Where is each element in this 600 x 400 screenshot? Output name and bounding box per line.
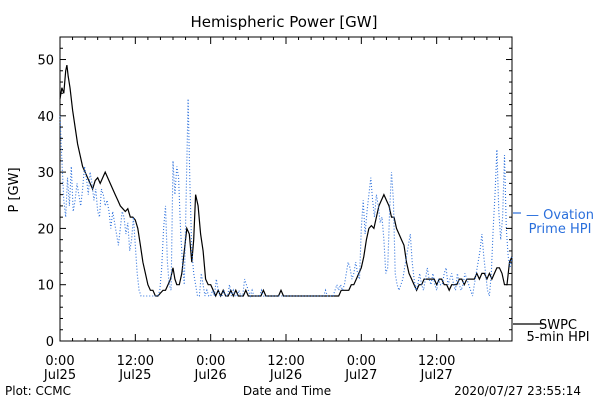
- x-tick-label-time: 0:00: [45, 354, 74, 369]
- footer-right: 2020/07/27 23:55:14: [454, 384, 581, 398]
- x-tick-label-time: 12:00: [418, 354, 455, 369]
- legend-label-ovation: Prime HPI: [529, 222, 592, 237]
- footer-left: Plot: CCMC: [5, 384, 71, 398]
- legend-label-ovation: — Ovation: [526, 208, 594, 223]
- y-tick-label: 40: [37, 110, 54, 125]
- series-layer: [59, 64, 513, 298]
- chart-title: Hemispheric Power [GW]: [191, 13, 378, 31]
- x-axis-label: Date and Time: [243, 384, 331, 398]
- x-tick-label-time: 0:00: [347, 354, 376, 369]
- x-tick-label-time: 12:00: [267, 354, 304, 369]
- x-tick-label-time: 12:00: [117, 354, 154, 369]
- y-axis: 0 10 20 30 40 50: [37, 36, 512, 350]
- y-tick-label: 20: [37, 222, 54, 237]
- x-tick-label-time: 0:00: [196, 354, 225, 369]
- x-tick-label-date: Jul27: [420, 368, 453, 383]
- y-tick-label: 50: [37, 54, 54, 69]
- y-tick-label: 0: [46, 335, 54, 350]
- series-line-swpc: [59, 64, 513, 298]
- y-axis-label: P [GW]: [7, 167, 22, 212]
- legend-label-swpc: SWPC: [539, 318, 577, 333]
- legend-label-swpc: 5-min HPI: [526, 330, 589, 345]
- y-tick-label: 10: [37, 279, 54, 294]
- x-tick-label-date: Jul25: [118, 368, 151, 383]
- series-line-ovation: [59, 98, 513, 298]
- x-tick-label-date: Jul25: [43, 368, 76, 383]
- x-tick-label-date: Jul26: [269, 368, 302, 383]
- x-tick-label-date: Jul27: [344, 368, 377, 383]
- y-tick-label: 30: [37, 166, 54, 181]
- x-tick-label-date: Jul26: [194, 368, 227, 383]
- x-axis: 0:00Jul2512:00Jul250:00Jul2612:00Jul260:…: [43, 37, 513, 383]
